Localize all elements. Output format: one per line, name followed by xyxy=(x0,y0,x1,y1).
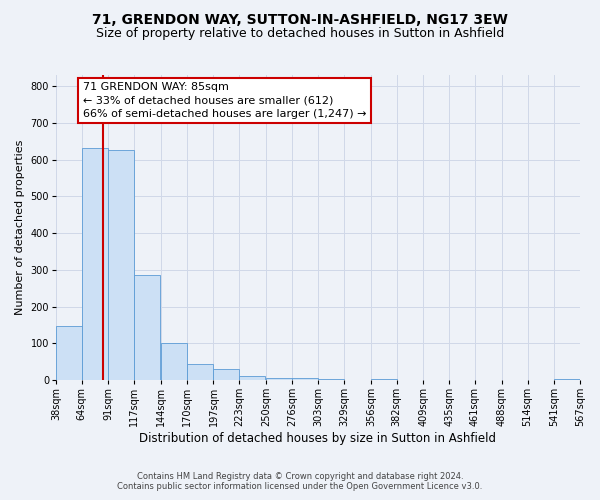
Text: Contains public sector information licensed under the Open Government Licence v3: Contains public sector information licen… xyxy=(118,482,482,491)
Bar xyxy=(187,364,212,380)
Bar xyxy=(266,378,292,380)
Text: Contains HM Land Registry data © Crown copyright and database right 2024.: Contains HM Land Registry data © Crown c… xyxy=(137,472,463,481)
Bar xyxy=(319,379,344,380)
X-axis label: Distribution of detached houses by size in Sutton in Ashfield: Distribution of detached houses by size … xyxy=(139,432,497,445)
Bar xyxy=(292,378,317,380)
Bar xyxy=(109,150,134,380)
Text: 71, GRENDON WAY, SUTTON-IN-ASHFIELD, NG17 3EW: 71, GRENDON WAY, SUTTON-IN-ASHFIELD, NG1… xyxy=(92,12,508,26)
Bar xyxy=(82,148,107,380)
Text: Size of property relative to detached houses in Sutton in Ashfield: Size of property relative to detached ho… xyxy=(96,28,504,40)
Text: 71 GRENDON WAY: 85sqm
← 33% of detached houses are smaller (612)
66% of semi-det: 71 GRENDON WAY: 85sqm ← 33% of detached … xyxy=(83,82,366,119)
Bar xyxy=(161,343,187,380)
Bar xyxy=(239,376,265,380)
Bar xyxy=(56,326,82,380)
Bar xyxy=(134,274,160,380)
Bar xyxy=(371,379,397,380)
Y-axis label: Number of detached properties: Number of detached properties xyxy=(15,140,25,316)
Bar xyxy=(554,378,580,380)
Bar xyxy=(214,369,239,380)
